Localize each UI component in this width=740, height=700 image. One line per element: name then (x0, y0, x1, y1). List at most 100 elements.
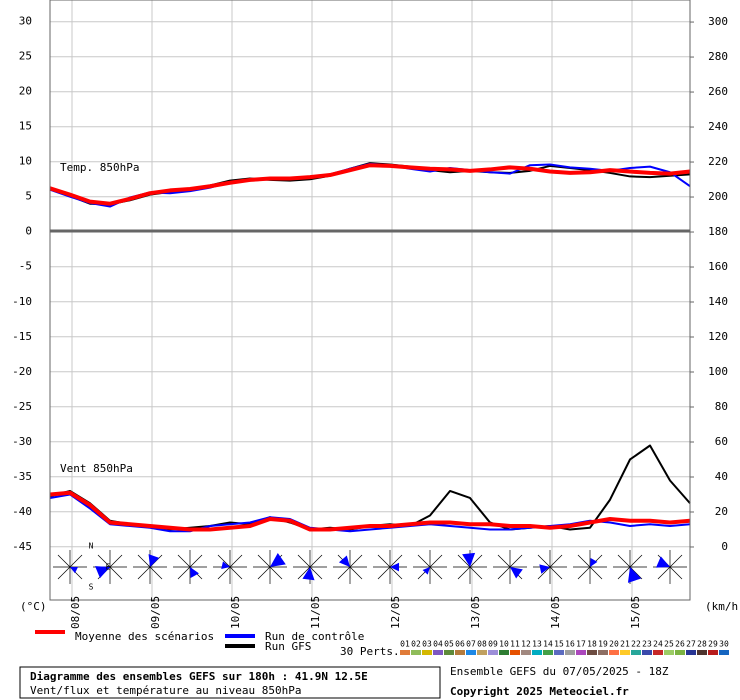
y2-tick-label: 80 (715, 400, 728, 413)
perts-title: 30 Perts. (340, 645, 400, 658)
rose-ray (469, 566, 483, 580)
rose-ray (177, 566, 191, 580)
rose-ray (377, 566, 391, 580)
pert-swatch (708, 650, 718, 655)
pert-label: 30 (719, 640, 729, 649)
y-tick-label: 30 (19, 15, 32, 28)
rose-ray (297, 566, 311, 580)
rose-ray (509, 554, 523, 568)
pert-label: 15 (554, 640, 564, 649)
wind-rose (333, 550, 367, 584)
y-tick-label: -35 (12, 470, 32, 483)
plot-frame (49, 0, 691, 601)
rose-ray (457, 566, 471, 580)
y2-tick-label: 160 (708, 260, 728, 273)
rose-ray (669, 566, 683, 580)
wind-rose (53, 550, 87, 584)
rose-ray (69, 554, 83, 568)
rose-petal (656, 556, 670, 568)
chart-subtitle: Vent/flux et température au niveau 850hP… (30, 684, 302, 697)
rose-petal (338, 555, 350, 567)
x-tick-label: 13/05 (469, 596, 482, 629)
pert-label: 07 (466, 640, 476, 649)
y2-tick-label: 240 (708, 120, 728, 133)
rose-ray (669, 554, 683, 568)
pert-label: 24 (653, 640, 663, 649)
x-tick-label: 14/05 (549, 596, 562, 629)
pert-swatch (488, 650, 498, 655)
pert-label: 29 (708, 640, 718, 649)
rose-ray (149, 566, 163, 580)
y2-tick-label: 140 (708, 295, 728, 308)
wind-rose (213, 550, 247, 584)
compass-e: E (106, 563, 111, 572)
y-tick-label: -20 (12, 365, 32, 378)
wind-rose (453, 550, 487, 584)
rose-petal (95, 566, 110, 579)
rose-ray (497, 566, 511, 580)
pert-swatch (686, 650, 696, 655)
pert-label: 18 (587, 640, 597, 649)
rose-ray (577, 566, 591, 580)
rose-ray (377, 554, 391, 568)
y-tick-label: -5 (19, 260, 32, 273)
run-info: Ensemble GEFS du 07/05/2025 - 18Z (450, 665, 669, 678)
pert-label: 01 (400, 640, 410, 649)
info-box (19, 666, 441, 699)
rose-ray (657, 566, 671, 580)
pert-swatch (598, 650, 608, 655)
rose-ray (469, 554, 483, 568)
pert-label: 10 (499, 640, 509, 649)
pert-swatch (521, 650, 531, 655)
rose-ray (629, 554, 643, 568)
pert-label: 22 (631, 640, 641, 649)
y2-tick-label: 300 (708, 15, 728, 28)
y-tick-label: -40 (12, 505, 32, 518)
pert-swatch (675, 650, 685, 655)
pert-swatch (466, 650, 476, 655)
pert-swatch (587, 650, 597, 655)
pert-swatch (411, 650, 421, 655)
pert-swatch (532, 650, 542, 655)
series-line (49, 490, 691, 532)
rose-petal (70, 567, 78, 574)
pert-swatch (565, 650, 575, 655)
rose-ray (109, 554, 123, 568)
y-tick-label: -10 (12, 295, 32, 308)
x-tick-label: 09/05 (149, 596, 162, 629)
wind-rose (133, 550, 167, 584)
rose-ray (309, 566, 323, 580)
y2-tick-label: 260 (708, 85, 728, 98)
pert-label: 02 (411, 640, 421, 649)
wind-rose (533, 550, 567, 584)
rose-ray (137, 566, 151, 580)
pert-label: 12 (521, 640, 531, 649)
y2-axis-unit: (km/h) (705, 600, 740, 613)
legend-label: Run GFS (265, 640, 311, 653)
pert-swatch (697, 650, 707, 655)
pert-label: 26 (675, 640, 685, 649)
rose-ray (189, 554, 203, 568)
y-tick-label: 25 (19, 50, 32, 63)
pert-label: 04 (433, 640, 443, 649)
wind-rose (93, 550, 127, 584)
rose-ray (97, 554, 111, 568)
pert-swatch (510, 650, 520, 655)
pert-label: 05 (444, 640, 454, 649)
rose-petal (462, 552, 476, 567)
rose-petal (510, 567, 523, 579)
copyright: Copyright 2025 Meteociel.fr (450, 685, 629, 698)
y-tick-label: 20 (19, 85, 32, 98)
y-axis-unit: (°C) (20, 600, 47, 613)
legend-label: Moyenne des scénarios (75, 630, 214, 643)
rose-ray (457, 554, 471, 568)
pert-label: 20 (609, 640, 619, 649)
y2-tick-label: 40 (715, 470, 728, 483)
pert-swatch (477, 650, 487, 655)
pert-label: 14 (543, 640, 553, 649)
rose-petal (422, 567, 430, 575)
wind-label: Vent 850hPa (60, 462, 133, 475)
rose-ray (577, 554, 591, 568)
compass-s: S (89, 583, 94, 592)
